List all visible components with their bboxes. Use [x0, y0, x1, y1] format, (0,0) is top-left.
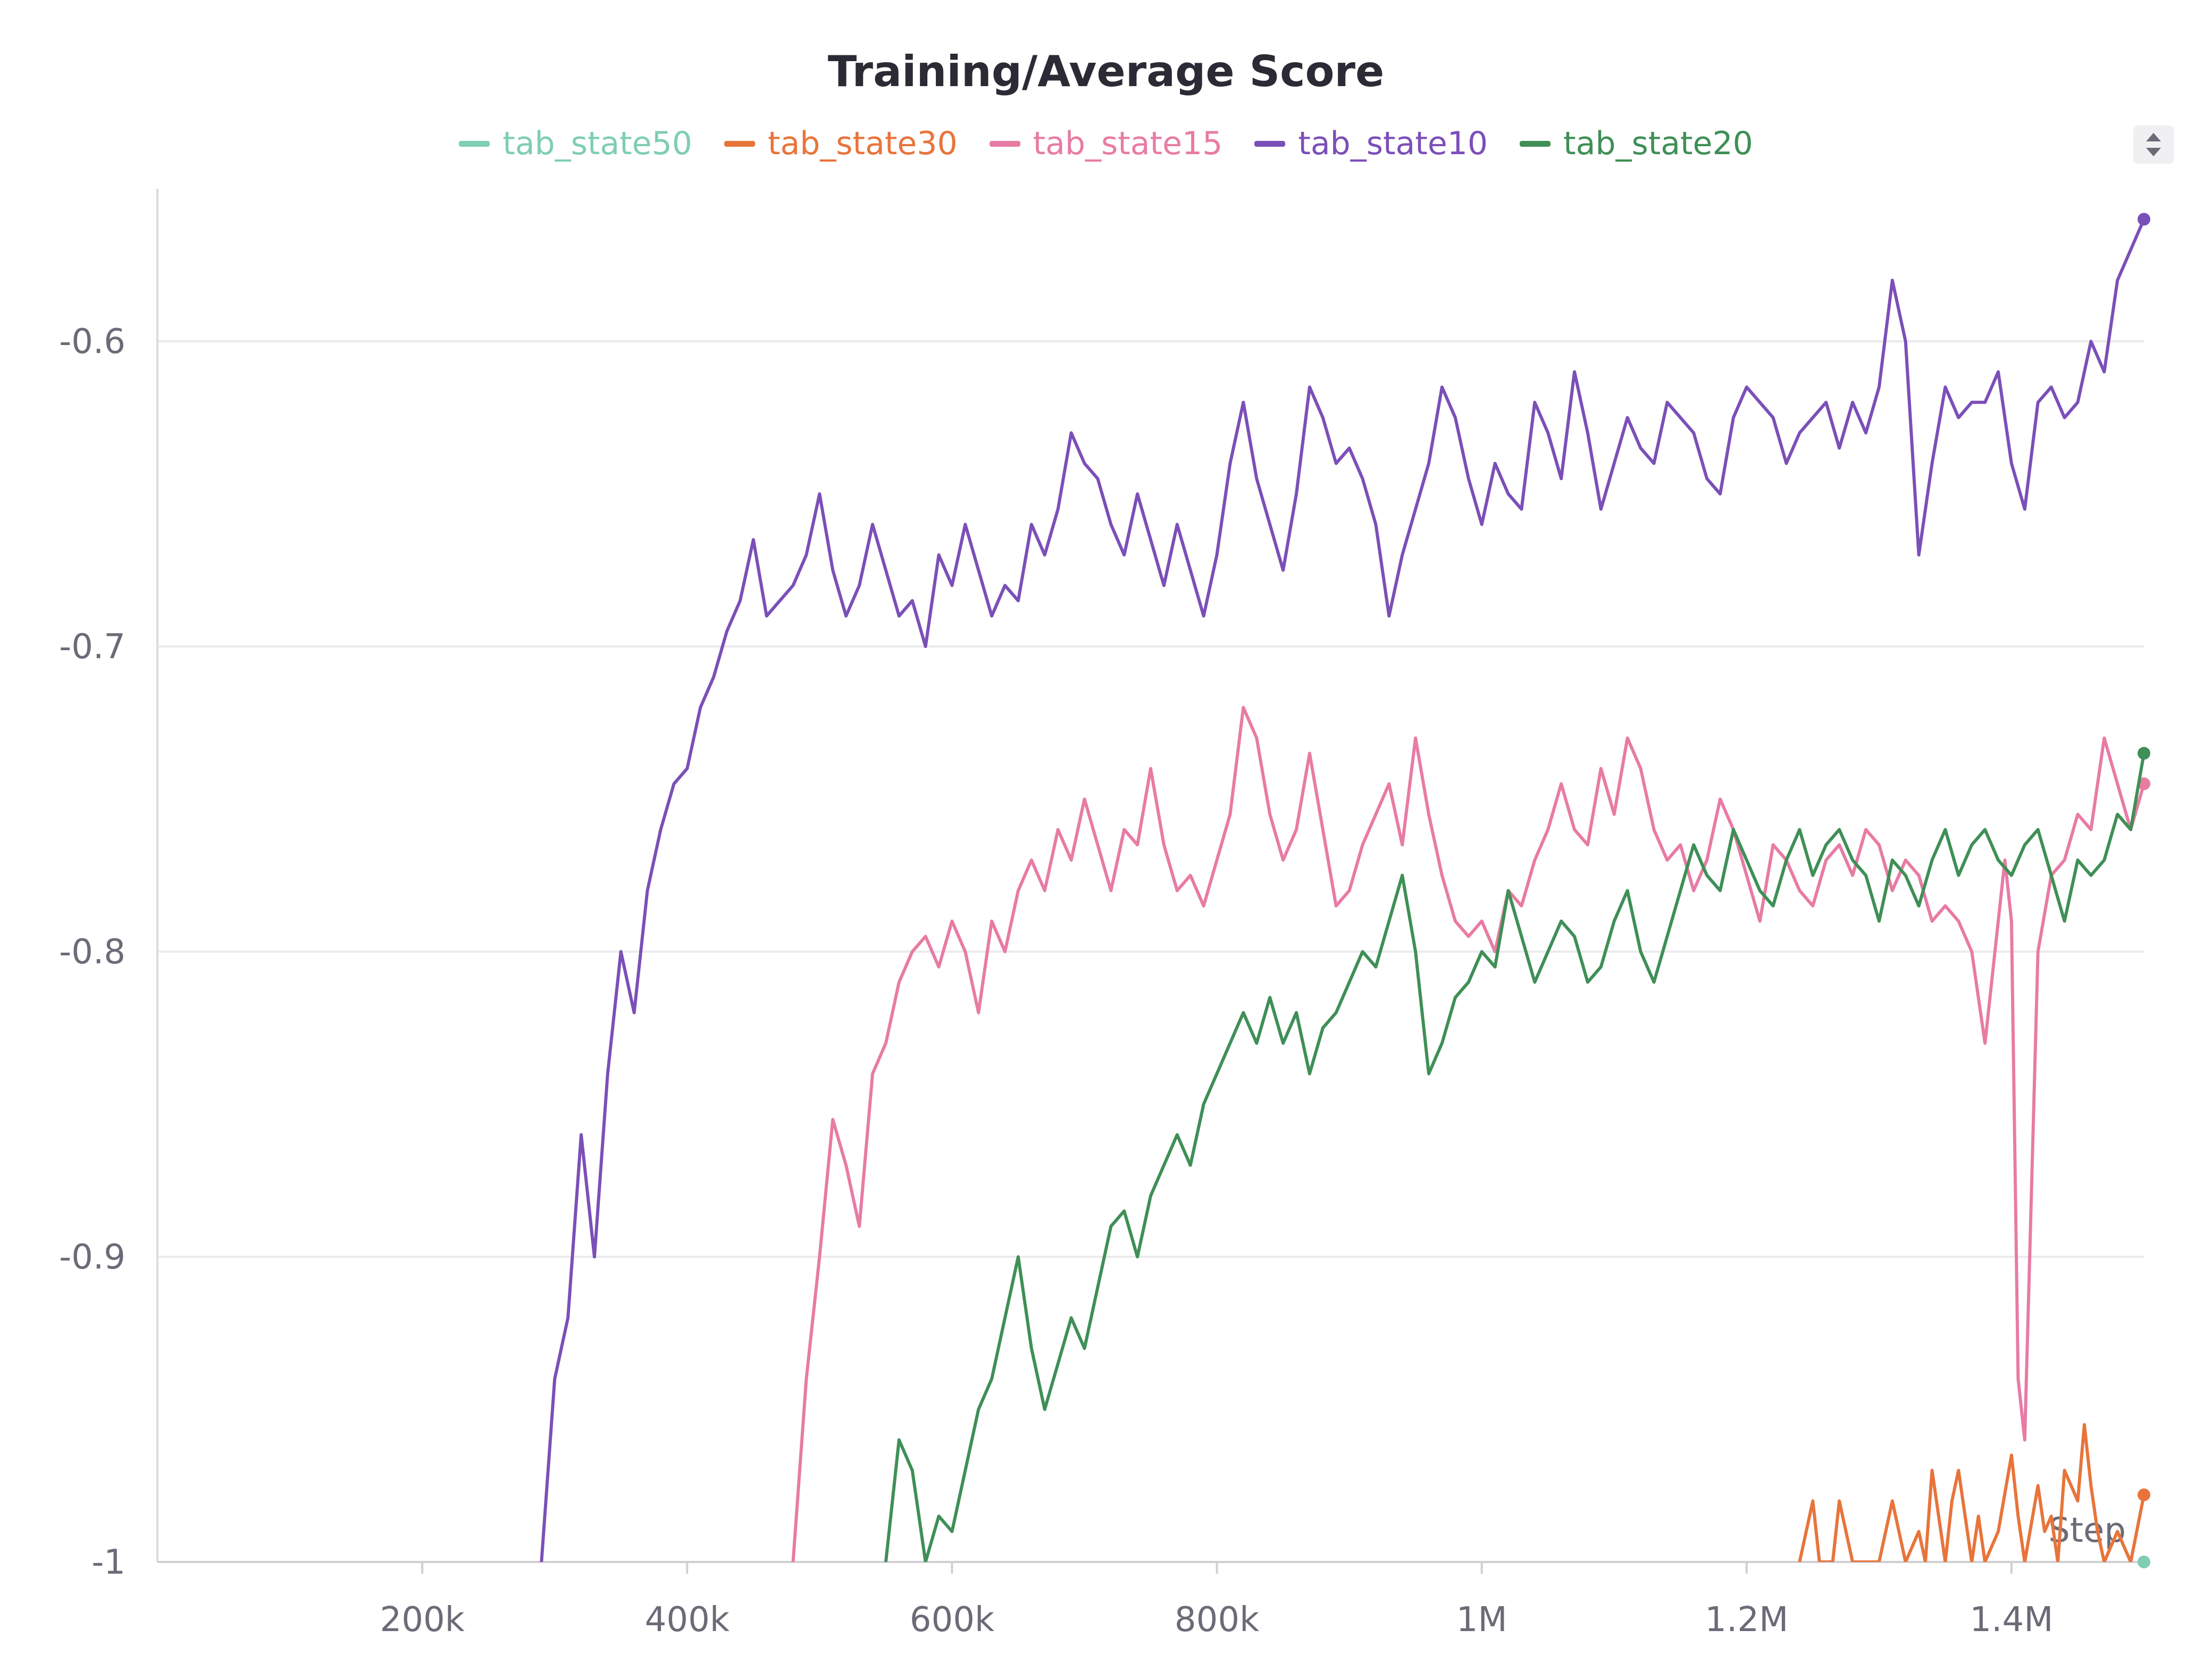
x-tick-label: 400k — [645, 1600, 730, 1640]
legend-label: tab_state10 — [1298, 125, 1488, 162]
legend-item-tab-state15[interactable]: tab_state15 — [989, 125, 1223, 162]
legend-item-tab-state10[interactable]: tab_state10 — [1254, 125, 1488, 162]
legend-item-tab-state30[interactable]: tab_state30 — [724, 125, 958, 162]
legend-label: tab_state50 — [502, 125, 692, 162]
series-line-tab-state20 — [884, 751, 2146, 1562]
legend-item-tab-state20[interactable]: tab_state20 — [1520, 125, 1753, 162]
legend: tab_state50 tab_state30 tab_state15 tab_sta… — [0, 122, 2212, 165]
legend-label: tab_state30 — [767, 125, 958, 162]
series-end-marker-tab-state30 — [2138, 1488, 2150, 1501]
y-tick-label: -0.7 — [59, 627, 125, 667]
legend-swatch — [1520, 140, 1551, 147]
x-tick-label: 1M — [1456, 1600, 1507, 1640]
series-line-tab-state30 — [1798, 1423, 2146, 1562]
y-tick-label: -0.9 — [59, 1238, 125, 1277]
series-end-marker-tab-state20 — [2138, 746, 2150, 760]
legend-swatch — [989, 140, 1020, 147]
y-tick-label: -1 — [91, 1543, 125, 1582]
legend-item-tab-state50[interactable]: tab_state50 — [459, 125, 692, 162]
x-tick-label: 1.4M — [1970, 1600, 2053, 1640]
legend-label: tab_state20 — [1563, 125, 1753, 162]
y-tick-label: -0.6 — [59, 322, 125, 362]
x-tick-label: 600k — [910, 1600, 994, 1640]
chart-title: Training/Average Score — [827, 47, 1385, 96]
sort-arrows-icon — [2146, 133, 2161, 156]
legend-swatch — [724, 140, 755, 147]
series-end-marker-tab-state10 — [2138, 213, 2150, 226]
legend-swatch — [1254, 140, 1286, 147]
x-tick-label: 800k — [1175, 1600, 1259, 1640]
y-tick-label: -0.8 — [59, 933, 125, 972]
legend-sort-control[interactable] — [2133, 125, 2174, 164]
series-line-tab-state15 — [791, 705, 2146, 1562]
series-line-tab-state10 — [540, 217, 2146, 1562]
series-end-marker-tab-state50 — [2138, 1556, 2150, 1568]
legend-swatch — [459, 140, 490, 147]
x-tick-label: 200k — [380, 1600, 465, 1640]
x-tick-label: 1.2M — [1705, 1600, 1788, 1640]
legend-label: tab_state15 — [1033, 125, 1223, 162]
